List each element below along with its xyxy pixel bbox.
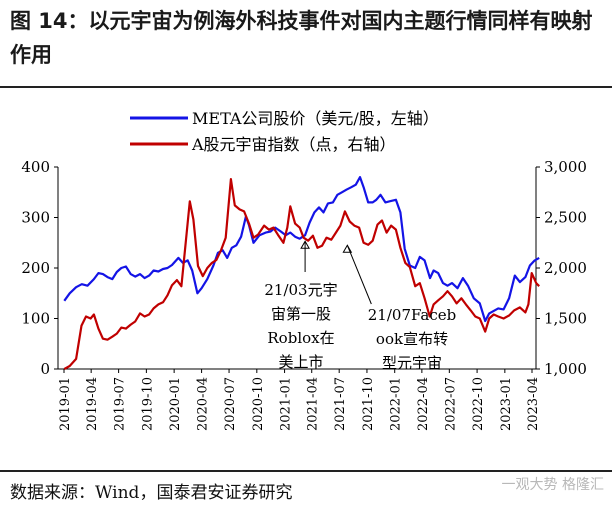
annotation-text: Roblox在 [267, 329, 334, 347]
right-tick-label: 1,500 [544, 310, 587, 328]
arrow-head [300, 240, 310, 249]
x-tick-label: 2023-01 [499, 377, 514, 431]
x-tick-label: 2022-01 [389, 377, 404, 431]
x-tick-label: 2019-07 [113, 377, 128, 431]
x-tick-label: 2019-01 [58, 377, 73, 431]
x-tick-label: 2021-10 [361, 377, 376, 431]
right-tick-label: 1,000 [544, 360, 587, 378]
bottom-divider [0, 470, 612, 472]
annotation-arrow [346, 245, 372, 305]
legend: META公司股价（美元/股，左轴） A股元宇宙指数（点，右轴） [130, 109, 439, 154]
x-tick-label: 2021-01 [279, 377, 294, 431]
annotation-text: 美上市 [278, 353, 323, 371]
x-tick-label: 2020-10 [251, 377, 266, 431]
series-lines [63, 176, 540, 370]
left-tick-label: 400 [21, 158, 50, 176]
annotation-text: 型元宇宙 [382, 354, 442, 372]
x-tick-label: 2022-07 [443, 377, 458, 431]
left-tick-label: 0 [40, 360, 50, 378]
x-tick-label: 2021-07 [333, 377, 348, 431]
x-tick-label: 2021-04 [306, 377, 321, 431]
x-tick-label: 2020-07 [223, 377, 238, 431]
right-tick-label: 2,000 [544, 259, 587, 277]
source-note: 数据来源：Wind，国泰君安证券研究 [10, 483, 293, 503]
legend-entry-meta: META公司股价（美元/股，左轴） [192, 109, 439, 128]
left-tick-label: 200 [21, 259, 50, 277]
x-tick-label: 2020-01 [168, 377, 183, 431]
x-tick-label: 2019-10 [140, 377, 155, 431]
x-tick-label: 2022-04 [416, 377, 431, 431]
annotation-text: ook宣布转 [376, 330, 448, 348]
watermark-logo: 一观大势 格隆汇 [501, 477, 604, 493]
x-axis-ticks: 2019-01 2019-04 2019-07 2019-10 2020-01 2020-… [58, 369, 541, 431]
annotation-text: 21/03元宇 [264, 281, 337, 299]
x-tick-label: 2022-10 [471, 377, 486, 431]
annotation-text: 21/07Faceb [368, 306, 456, 324]
top-divider [0, 86, 612, 88]
right-axis-ticks: 1,000 1,500 2,000 2,500 3,000 [536, 158, 587, 378]
x-tick-label: 2020-04 [196, 377, 211, 431]
right-tick-label: 2,500 [544, 209, 587, 227]
left-tick-label: 300 [21, 209, 50, 227]
arrow-head [342, 244, 353, 253]
left-axis-ticks: 0 100 200 300 400 [21, 158, 58, 378]
left-tick-label: 100 [21, 310, 50, 328]
series-line-meta [63, 176, 540, 323]
legend-entry-metaverse-index: A股元宇宙指数（点，右轴） [191, 135, 396, 154]
x-tick-label: 2019-04 [85, 377, 100, 431]
chart-title: 图 14：以元宇宙为例海外科技事件对国内主题行情同样有映射作用 [10, 9, 593, 67]
series-line-metaverse-index [63, 178, 540, 370]
x-tick-label: 2023-04 [526, 377, 541, 431]
right-tick-label: 3,000 [544, 158, 587, 176]
annotation-text: 宙第一股 [271, 305, 331, 323]
